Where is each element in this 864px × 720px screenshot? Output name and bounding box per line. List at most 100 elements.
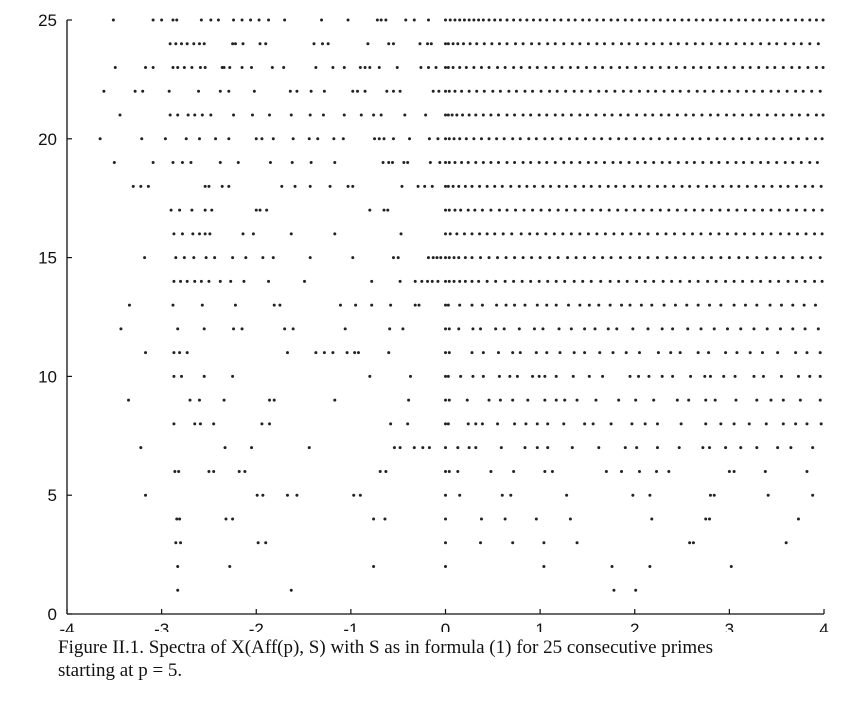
data-point [602, 42, 606, 46]
data-point [610, 564, 614, 568]
data-point [813, 137, 817, 141]
data-point [406, 422, 410, 426]
data-point [309, 161, 313, 165]
data-point [709, 208, 713, 212]
data-point [764, 422, 768, 426]
data-point [675, 208, 679, 212]
data-point [636, 42, 640, 46]
data-point [303, 279, 307, 283]
data-point [673, 303, 677, 307]
data-point [569, 161, 573, 165]
data-point [655, 469, 659, 473]
data-point [518, 137, 522, 141]
data-point [499, 446, 503, 450]
data-point [706, 279, 710, 283]
data-point [373, 137, 377, 141]
data-point [725, 42, 729, 46]
data-point [569, 327, 573, 331]
data-point [203, 184, 207, 188]
data-point [346, 184, 350, 188]
data-point [139, 184, 143, 188]
data-point [752, 232, 756, 236]
data-point [567, 303, 571, 307]
data-point [539, 208, 543, 212]
data-point [267, 18, 271, 22]
data-point [604, 469, 608, 473]
data-point [355, 89, 359, 93]
data-point [543, 374, 547, 378]
data-point [500, 493, 504, 497]
data-point [725, 327, 729, 331]
data-point [770, 184, 774, 188]
data-point [174, 42, 178, 46]
data-point [174, 256, 178, 260]
data-point [479, 517, 483, 521]
data-point [724, 351, 728, 355]
data-point [739, 327, 743, 331]
data-point [549, 184, 553, 188]
data-point [775, 161, 779, 165]
data-point [683, 66, 687, 70]
data-point [250, 66, 254, 70]
data-point [637, 232, 641, 236]
data-point [735, 351, 739, 355]
data-point [611, 161, 615, 165]
data-point [752, 208, 756, 212]
data-point [797, 113, 801, 117]
data-point [457, 184, 461, 188]
data-point [775, 42, 779, 46]
data-point [799, 161, 803, 165]
data-point [241, 232, 245, 236]
data-point [387, 42, 391, 46]
data-point [444, 303, 447, 307]
data-point [570, 446, 574, 450]
data-point [655, 256, 659, 260]
data-point [548, 208, 552, 212]
data-point [720, 89, 724, 93]
data-point [471, 374, 475, 378]
data-point [467, 446, 471, 450]
data-point [617, 279, 621, 283]
data-point [480, 303, 484, 307]
data-point [232, 113, 236, 117]
data-point [494, 279, 498, 283]
data-point [473, 208, 477, 212]
data-point [494, 327, 498, 331]
data-point [172, 279, 176, 283]
data-point [572, 279, 576, 283]
data-point [307, 446, 311, 450]
data-point [635, 113, 639, 117]
data-point [734, 161, 738, 165]
data-point [184, 137, 188, 141]
data-point [704, 398, 708, 402]
data-point [176, 564, 180, 568]
data-point [529, 279, 533, 283]
data-point [646, 327, 650, 331]
data-point [741, 279, 745, 283]
data-point [444, 66, 447, 70]
data-point [459, 208, 463, 212]
data-point [256, 541, 260, 545]
data-point [715, 137, 719, 141]
data-point [818, 351, 822, 355]
data-point [447, 469, 451, 473]
data-point [460, 89, 464, 93]
data-point [781, 256, 785, 260]
data-point [537, 161, 541, 165]
data-point [288, 89, 292, 93]
data-point [609, 18, 613, 22]
data-point [258, 42, 262, 46]
data-point [678, 89, 682, 93]
data-point [514, 89, 518, 93]
data-point [453, 161, 457, 165]
data-point [222, 66, 226, 70]
data-point [444, 398, 447, 402]
data-point [224, 517, 228, 521]
data-point [418, 42, 422, 46]
data-point [537, 42, 541, 46]
data-point [687, 18, 691, 22]
data-point [522, 208, 526, 212]
data-point [581, 18, 585, 22]
data-point [619, 256, 623, 260]
data-point [680, 18, 684, 22]
